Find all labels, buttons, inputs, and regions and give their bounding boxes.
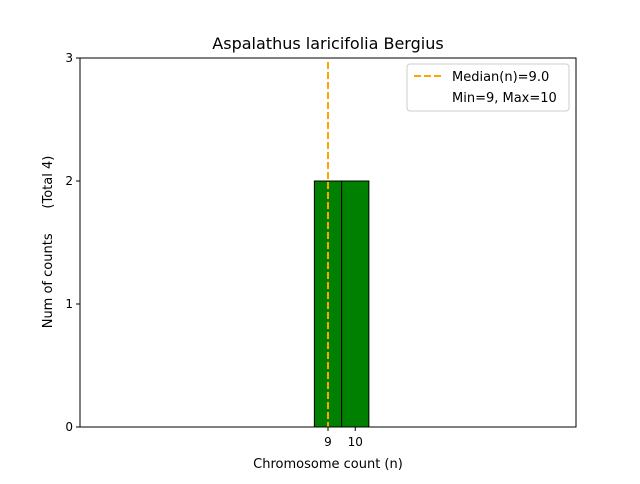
y-tick-label-0: 0 <box>65 420 73 434</box>
chart-title: Aspalathus laricifolia Bergius <box>212 34 443 53</box>
legend-median-label: Median(n)=9.0 <box>452 70 549 85</box>
bar-10 <box>341 180 370 428</box>
x-axis-label: Chromosome count (n) <box>253 457 403 472</box>
y-tick-label-2: 2 <box>65 174 73 188</box>
legend-box <box>406 63 570 112</box>
x-tick-label-10: 10 <box>348 435 363 449</box>
x-tick-label-9: 9 <box>324 435 332 449</box>
y-axis-label: Num of counts (Total 4) <box>41 156 56 329</box>
legend: Median(n)=9.0 Min=9, Max=10 <box>406 63 570 112</box>
y-tick-label-3: 3 <box>65 51 73 65</box>
legend-minmax-label: Min=9, Max=10 <box>452 91 557 106</box>
y-tick-label-1: 1 <box>65 297 73 311</box>
